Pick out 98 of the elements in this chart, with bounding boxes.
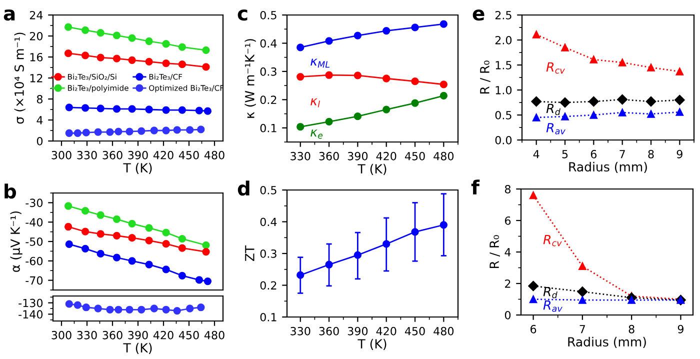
y-tick-label: 4 — [36, 116, 43, 124]
y-tick-label: 0.1 — [260, 312, 276, 322]
x-axis-title: T (K) — [358, 164, 386, 176]
series-label: R$_{cv}$ — [546, 62, 565, 74]
x-tick-label: 300 — [52, 330, 72, 340]
y-axis-title: σ (×10⁴ S m⁻¹) — [14, 32, 26, 124]
x-tick-label: 450 — [178, 150, 199, 160]
y-tick-label: -140 — [18, 310, 43, 319]
chart-title: f — [471, 180, 480, 194]
y-tick-label: 4 — [504, 248, 511, 256]
x-tick-label: 480 — [434, 152, 454, 160]
y-tick-label: -70 — [26, 276, 43, 285]
y-tick-label: 8 — [504, 184, 511, 194]
y-axis-title: κ (W m⁻¹K⁻¹) — [244, 39, 256, 118]
x-tick-label: 360 — [319, 326, 339, 336]
x-tick-label: 480 — [434, 326, 454, 336]
y-tick-label: 0.5 — [495, 110, 512, 120]
y-tick-label: 24 — [30, 10, 43, 20]
x-tick-label: 330 — [77, 150, 97, 160]
series-label: R$_{cv}$ — [543, 234, 562, 246]
x-tick-label: 4 — [533, 150, 540, 158]
x-tick-label: 390 — [128, 150, 148, 160]
x-tick-label: 480 — [204, 150, 224, 160]
y-tick-label: -40 — [26, 218, 43, 226]
y-tick-label: -50 — [26, 237, 43, 246]
y-tick-label: 0.4 — [260, 218, 277, 226]
y-tick-label: 16 — [30, 52, 43, 62]
x-tick-label: 420 — [376, 152, 396, 160]
y-tick-label: 2 — [505, 279, 510, 288]
series-label: R$_{av}$ — [546, 123, 566, 134]
x-tick-label: 480 — [204, 330, 224, 340]
x-tick-label: 330 — [290, 152, 310, 160]
x-tick-label: 300 — [52, 150, 72, 160]
y-tick-label: 1.5 — [496, 61, 512, 70]
y-tick-label: 1.0 — [496, 86, 512, 94]
x-tick-label: 420 — [153, 150, 174, 160]
y-tick-label: 6 — [504, 216, 511, 225]
series-label: κ$_{l}$ — [310, 98, 320, 108]
x-tick-label: 5 — [562, 150, 568, 158]
y-tick-label: 0.1 — [260, 124, 276, 132]
chart-title: a — [4, 9, 15, 21]
y-axis-title: R / R₀ — [490, 235, 500, 268]
y-tick-label: 0.4 — [260, 39, 277, 48]
y-tick-label: 0.3 — [260, 249, 276, 258]
x-tick-label: 450 — [404, 326, 425, 336]
x-axis-title: Radius (mm) — [568, 336, 646, 348]
y-tick-label: 0.2 — [260, 281, 276, 290]
y-tick-label: 0.2 — [260, 96, 276, 104]
x-tick-label: 6 — [590, 150, 596, 158]
x-tick-label: 450 — [178, 330, 199, 340]
y-tick-label: -30 — [26, 198, 43, 208]
series-label: κ$_{e}$ — [310, 130, 323, 139]
y-tick-label: 8 — [36, 94, 43, 104]
x-tick-label: 360 — [102, 330, 122, 340]
y-tick-label: 0 — [504, 310, 511, 320]
x-tick-label: 7 — [580, 325, 586, 334]
chart-title: d — [238, 180, 250, 196]
chart-title: c — [238, 9, 248, 21]
x-tick-label: 6 — [530, 324, 536, 334]
x-axis-title: T (K) — [123, 342, 152, 354]
series-label: R$_{av}$ — [543, 300, 562, 312]
x-tick-label: 330 — [290, 326, 310, 336]
y-axis-title: ZT — [245, 245, 254, 262]
series-label: κ$_{ML}$ — [310, 58, 330, 68]
series-label: R$_{d}$ — [546, 104, 560, 116]
y-tick-label: 0.5 — [260, 10, 276, 20]
y-tick-label: 12 — [30, 74, 42, 82]
y-tick-label: 2.0 — [495, 36, 512, 44]
chart-title: e — [472, 9, 484, 21]
x-tick-label: 330 — [77, 330, 97, 340]
y-axis-title: α (μV K⁻¹) — [10, 211, 22, 272]
x-tick-label: 360 — [319, 152, 339, 160]
y-tick-label: 2.5 — [495, 10, 512, 20]
y-axis-title: R / R₀ — [480, 60, 490, 94]
x-tick-label: 390 — [128, 330, 148, 340]
y-tick-label: -130 — [18, 298, 43, 308]
chart-title: b — [4, 184, 16, 199]
y-tick-label: 20 — [30, 32, 43, 40]
x-axis-title: T (K) — [358, 338, 386, 350]
x-tick-label: 7 — [620, 150, 625, 158]
x-tick-label: 8 — [648, 150, 654, 158]
x-axis-title: Radius (mm) — [569, 162, 647, 174]
y-tick-label: 0.3 — [260, 67, 276, 76]
x-axis-title: T (K) — [123, 162, 152, 174]
x-tick-label: 360 — [102, 150, 122, 160]
x-tick-label: 9 — [678, 324, 684, 334]
x-tick-label: 8 — [628, 324, 634, 334]
y-tick-label: 0 — [36, 136, 43, 146]
x-tick-label: 420 — [153, 330, 174, 340]
x-tick-label: 450 — [404, 152, 425, 160]
x-tick-label: 420 — [376, 326, 396, 336]
y-tick-label: -60 — [26, 256, 43, 266]
series-label: R$_{d}$ — [543, 286, 558, 298]
x-tick-label: 390 — [348, 152, 368, 160]
y-tick-label: 0.5 — [260, 186, 276, 194]
x-tick-label: 9 — [676, 150, 682, 158]
x-tick-label: 390 — [348, 326, 368, 336]
y-tick-label: 0.0 — [495, 136, 512, 144]
